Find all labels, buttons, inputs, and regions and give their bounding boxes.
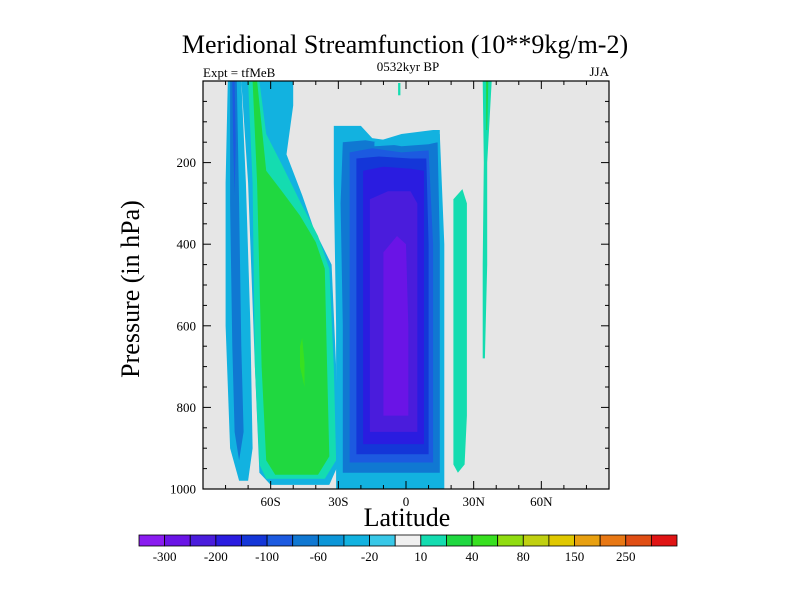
colorbar-swatch <box>650 534 678 547</box>
colorbar-swatch <box>266 534 294 547</box>
axis-ticks: 60S 30S 0 30N 60N 200 400 600 800 1000 <box>170 81 609 509</box>
contour-sh-polar-cell-core <box>232 81 236 196</box>
colorbar-swatch <box>215 534 242 547</box>
colorbar-swatch <box>317 534 345 547</box>
colorbar-swatch <box>497 534 524 547</box>
x-axis-label: Latitude <box>364 503 451 532</box>
contour-hadley-upper-shelf <box>374 130 440 147</box>
x-tick-label: 30S <box>328 494 348 509</box>
experiment-label: Expt = tfMeB <box>203 65 276 80</box>
x-tick-label: 60N <box>530 494 553 509</box>
y-tick-label: 200 <box>177 155 197 170</box>
colorbar-label: 150 <box>565 549 585 564</box>
time-label: 0532kyr BP <box>377 59 439 74</box>
colorbar-label: -100 <box>255 549 279 564</box>
colorbar-swatch <box>189 534 217 547</box>
y-tick-label: 600 <box>177 318 197 333</box>
colorbar: -300 -200 -100 -60 -20 10 40 80 150 250 <box>138 534 678 564</box>
colorbar-swatch <box>394 534 422 547</box>
colorbar-swatch <box>343 534 370 547</box>
colorbar-label: 40 <box>466 549 479 564</box>
colorbar-swatch <box>471 534 499 547</box>
colorbar-swatch <box>548 534 575 547</box>
colorbar-swatch <box>241 534 268 547</box>
colorbar-label: 250 <box>616 549 636 564</box>
x-tick-label: 0 <box>403 494 410 509</box>
colorbar-swatch <box>599 534 627 547</box>
colorbar-swatch <box>369 534 396 547</box>
y-tick-label: 400 <box>177 237 197 252</box>
colorbar-label: 10 <box>414 549 427 564</box>
contour-sh-ferrel-40 <box>252 81 330 475</box>
contour-nh-ferrel-lower <box>453 189 467 473</box>
colorbar-label: -300 <box>153 549 177 564</box>
y-tick-label: 1000 <box>170 482 196 497</box>
colorbar-swatch <box>446 534 473 547</box>
y-tick-label: 800 <box>177 400 197 415</box>
contour-nh-ferrel-upper-core <box>486 81 489 130</box>
contour-sh-polar-cell-mid <box>230 81 244 461</box>
y-axis-label: Pressure (in hPa) <box>116 200 145 378</box>
colorbar-swatch <box>164 534 191 547</box>
colorbar-swatch <box>292 534 319 547</box>
x-tick-label: 60S <box>261 494 281 509</box>
contour-fills <box>225 81 492 490</box>
colorbar-swatch <box>420 534 447 547</box>
contour-equator-sliver <box>398 83 401 96</box>
contour-hadley-core <box>383 236 409 416</box>
contour-sh-ferrel-core <box>300 338 305 387</box>
colorbar-swatch <box>625 534 652 547</box>
colorbar-label: -200 <box>204 549 228 564</box>
x-tick-label: 30N <box>462 494 485 509</box>
season-label: JJA <box>589 64 609 79</box>
colorbar-label: -60 <box>310 549 327 564</box>
colorbar-swatch <box>522 534 550 547</box>
colorbar-label: 80 <box>517 549 530 564</box>
colorbar-label: -20 <box>361 549 378 564</box>
colorbar-swatch <box>138 534 166 547</box>
chart-title: Meridional Streamfunction (10**9kg/m-2) <box>182 30 628 59</box>
colorbar-swatch <box>574 534 601 547</box>
contour-nh-ferrel-upper <box>482 81 492 359</box>
